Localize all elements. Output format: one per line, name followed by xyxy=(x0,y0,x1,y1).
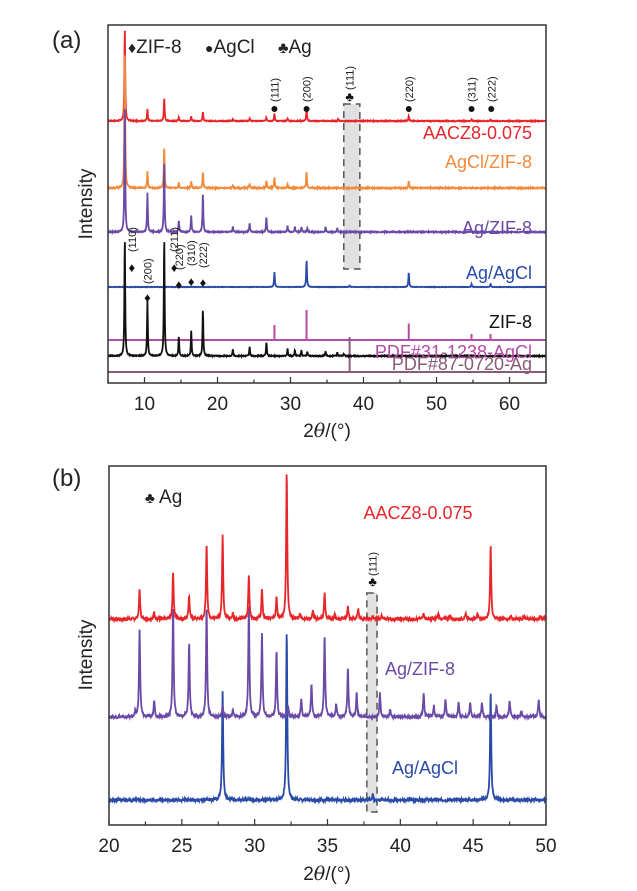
series-label-ag-zif-8: Ag/ZIF-8 xyxy=(462,218,532,238)
x-tick-label: 20 xyxy=(98,836,119,857)
legend-b: ♣ Ag xyxy=(145,487,182,508)
series-line-zif-8 xyxy=(107,242,547,360)
series-group-b xyxy=(108,474,547,805)
series-label-ag-zif-8: Ag/ZIF-8 xyxy=(385,659,455,679)
panel-a: (a) (111) (200) (220) (311) (222)♣(111)♦(110… xyxy=(52,24,547,442)
hkl-label: (220) xyxy=(404,76,416,102)
hkl-label: (220) xyxy=(174,244,186,270)
x-tick-label: 10 xyxy=(134,394,155,415)
legend-marker: ♦ xyxy=(128,40,136,57)
legend-item-ag: ♣ Ag xyxy=(145,487,182,508)
hkl-label: (222) xyxy=(198,242,210,268)
legend-item-zif-8: ♦ZIF-8 xyxy=(128,37,182,58)
x-tick-label: 50 xyxy=(426,394,447,415)
x-tick-label: 25 xyxy=(171,836,192,857)
agcl-marker-dot xyxy=(468,106,475,112)
panel-a-label: (a) xyxy=(52,27,81,54)
legend-marker: ♣ xyxy=(145,490,159,507)
ag-111-highlight-box-b xyxy=(366,592,378,813)
highlight-rect xyxy=(343,103,361,270)
reference-label-pdf-31-1238-agcl: PDF#31-1238-AgCl xyxy=(375,342,532,362)
hkl-label: (111) xyxy=(345,66,357,90)
legend-a: ♦ZIF-8 ●AgCl ♣Ag xyxy=(128,37,312,58)
x-tick-label: 45 xyxy=(463,836,484,857)
zif8-marker-diamond: ♦ xyxy=(171,260,178,275)
ag-marker-club: ♣ xyxy=(368,574,377,589)
panel-b-label: (b) xyxy=(52,465,81,492)
legend-label: Ag xyxy=(289,37,312,58)
legend-item-ag: ♣Ag xyxy=(278,37,312,58)
hkl-label: (111) xyxy=(269,78,281,102)
x-tick-label: 20 xyxy=(207,394,228,415)
agcl-marker-dot xyxy=(271,106,278,112)
series-label-agcl-zif-8: AgCl/ZIF-8 xyxy=(445,152,532,172)
hkl-label: (200) xyxy=(302,76,314,102)
series-label-ag-agcl: Ag/AgCl xyxy=(466,263,532,283)
zif8-marker-diamond: ♦ xyxy=(175,277,182,292)
x-axis-b: 20 25 30 35 40 45 50 xyxy=(98,819,557,857)
hkl-label: (111) xyxy=(368,552,380,576)
legend-marker: ● xyxy=(205,40,213,56)
series-label-aacz8-0-075: AACZ8-0.075 xyxy=(363,503,472,523)
zif8-marker-diamond: ♦ xyxy=(188,274,195,289)
legend-item-agcl: ●AgCl xyxy=(205,37,255,58)
series-line-aacz8-0-075 xyxy=(107,30,547,124)
series-line-ag-zif-8 xyxy=(108,606,547,722)
panel-b: (b) ♣(111) ♣ Ag AACZ8-0.075Ag/ZIF-8Ag/Ag… xyxy=(52,465,557,885)
series-line-ag-agcl xyxy=(108,634,547,805)
x-axis-a: 10 20 30 40 50 60 xyxy=(107,377,547,415)
x-tick-label: 50 xyxy=(535,836,556,857)
x-axis-title-b: 2θ/(°) xyxy=(303,863,351,885)
agcl-marker-dot xyxy=(405,106,412,112)
reference-label-pdf-87-0720-ag: PDF#87-0720-Ag xyxy=(392,354,532,374)
series-line-aacz8-0-075 xyxy=(108,474,547,624)
x-axis-title-a: 2θ/(°) xyxy=(303,420,351,442)
series-labels-a: AACZ8-0.075 AgCl/ZIF-8 Ag/ZIF-8 Ag/AgCl ZIF-… xyxy=(375,123,532,374)
plot-frame-b xyxy=(108,465,547,826)
series-labels-b: AACZ8-0.075 Ag/ZIF-8 Ag/AgCl xyxy=(363,503,472,778)
series-label-aacz8-0-075: AACZ8-0.075 xyxy=(423,123,532,143)
hkl-label: (200) xyxy=(142,258,154,284)
zif8-marker-diamond: ♦ xyxy=(144,290,151,305)
series-label-zif-8: ZIF-8 xyxy=(489,312,532,332)
legend-label: AgCl xyxy=(213,37,254,58)
legend-marker: ♣ xyxy=(278,40,289,57)
x-tick-label: 30 xyxy=(244,836,265,857)
series-group-a xyxy=(107,30,547,360)
y-axis-title-a: Intensity xyxy=(76,168,97,239)
hkl-label: (310) xyxy=(186,240,198,266)
peak-annotations-a: (111) (200) (220) (311) (222)♣(111)♦(110)♦(2… xyxy=(127,66,498,305)
hkl-label: (311) xyxy=(467,77,479,102)
zif8-marker-diamond: ♦ xyxy=(128,260,135,275)
x-tick-label: 60 xyxy=(499,394,520,415)
hkl-label: (110) xyxy=(127,227,139,252)
series-label-ag-agcl: Ag/AgCl xyxy=(392,758,458,778)
ag-marker-club: ♣ xyxy=(345,89,354,104)
x-tick-label: 35 xyxy=(317,836,338,857)
zif8-marker-diamond: ♦ xyxy=(200,275,207,290)
x-tick-label: 40 xyxy=(390,836,411,857)
agcl-marker-dot xyxy=(303,106,310,112)
series-line-ag-agcl xyxy=(107,260,547,289)
ag-111-highlight-box-a xyxy=(343,103,361,270)
agcl-marker-dot xyxy=(488,106,495,112)
hkl-label: (222) xyxy=(486,76,498,102)
reference-patterns xyxy=(108,310,546,373)
peak-annotations-b: ♣(111) xyxy=(368,552,380,589)
legend-label: Ag xyxy=(159,487,182,508)
highlight-rect xyxy=(366,592,378,813)
series-line-ag-zif-8 xyxy=(107,109,547,236)
series-line-agcl-zif-8 xyxy=(107,55,547,192)
x-tick-label: 30 xyxy=(280,394,301,415)
legend-label: ZIF-8 xyxy=(136,37,181,58)
hkl-label: (211) xyxy=(169,227,181,252)
x-tick-label: 40 xyxy=(353,394,374,415)
y-axis-title-b: Intensity xyxy=(76,619,97,690)
plot-frame-a xyxy=(107,24,547,384)
